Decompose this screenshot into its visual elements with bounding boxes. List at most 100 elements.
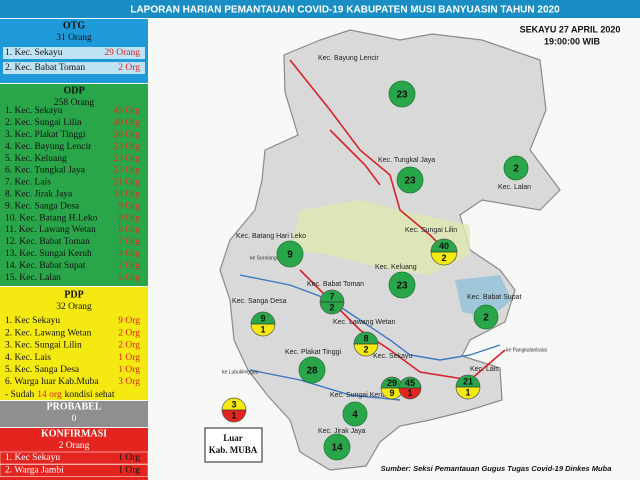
row-label: 4. Kec. Lais — [5, 353, 51, 363]
row-bg — [3, 47, 145, 59]
district-label: Kec. Lawang Wetan — [333, 319, 396, 326]
row-label: 6. Kec. Tungkal Jaya — [5, 166, 86, 176]
row-label: 14. Kec. Babat Supat — [5, 261, 86, 271]
marker-bottom — [222, 410, 246, 422]
row-label: 2. Warga Jambi — [5, 466, 64, 476]
row-label: 4. Kec. Bayung Lencir — [5, 142, 92, 152]
forest-area — [290, 200, 470, 275]
row-label: 15. Kec. Lalan — [5, 273, 61, 283]
panel-total: 0 — [72, 414, 77, 424]
panel-title: OTG — [63, 20, 85, 31]
marker-count: 29 — [387, 378, 397, 388]
row-label: 5. Kec. Sanga Desa — [5, 365, 80, 375]
row-label: 10. Kec. Batang H.Leko — [5, 213, 98, 223]
row-value: 23 Org — [114, 154, 141, 164]
row-value: 29 Orang — [104, 48, 140, 58]
marker-count: 8 — [363, 333, 368, 343]
title: LAPORAN HARIAN PEMANTAUAN COVID-19 KABUP… — [130, 5, 560, 16]
row-label: 2. Kec. Lawang Wetan — [5, 328, 92, 338]
marker-count: 28 — [306, 366, 318, 377]
row-value: 1 Org — [118, 365, 140, 375]
row-value: 9 Org — [118, 316, 140, 326]
row-label: 1. Kec Sekayu — [5, 453, 60, 463]
row-value: 2 Org — [118, 341, 140, 351]
row-value: 1 Org — [118, 466, 140, 476]
marker-bottom — [354, 344, 378, 356]
title-bar — [0, 0, 640, 18]
district-label: Kec. Lalan — [498, 184, 531, 191]
row-value: 45 Org — [114, 106, 141, 116]
district-label: Kec. Babat Toman — [307, 281, 364, 288]
panel — [0, 84, 148, 286]
row-value: 8 Org — [118, 225, 140, 235]
row-value: 2 Org — [118, 63, 140, 73]
panel-title: KONFIRMASI — [41, 428, 107, 439]
row-label: 6. Warga luar Kab.Muba — [5, 377, 99, 387]
row-label: 11. Kec. Lawang Wetan — [5, 225, 96, 235]
count-marker — [473, 304, 499, 330]
marker-bottom — [431, 252, 457, 265]
district-label: Kec. Bayung Lencir — [318, 55, 379, 62]
marker-count: 1 — [465, 387, 470, 397]
marker-top — [222, 398, 246, 410]
panel-total: 32 Orang — [56, 302, 92, 312]
district-label: Kec. Jirak Jaya — [318, 428, 366, 435]
row-value: 3 Org — [118, 377, 140, 387]
row-value: 2 Org — [118, 261, 140, 271]
marker-count: 23 — [396, 90, 408, 101]
marker-count: 9 — [287, 250, 293, 261]
count-marker — [276, 240, 304, 268]
marker-bottom — [251, 324, 275, 336]
marker-count: 3 — [231, 399, 236, 409]
row-label: 12. Kec. Babat Toman — [5, 237, 90, 247]
marker-count: 4 — [352, 410, 358, 421]
marker-bottom — [399, 388, 421, 399]
row-value: 28 Org — [114, 130, 141, 140]
time: 19:00:00 WIB — [544, 36, 601, 46]
marker-count: 21 — [463, 376, 473, 386]
marker-top — [431, 239, 457, 252]
panel-title: PDP — [64, 289, 83, 300]
district-label: Kec. Sungai Lilin — [405, 227, 457, 234]
date: SEKAYU 27 APRIL 2020 — [520, 24, 621, 34]
row-bg — [0, 464, 149, 477]
panel-title: PROBABEL — [46, 401, 101, 412]
row-value: 2 Org — [118, 328, 140, 338]
marker-top — [251, 312, 275, 324]
rivers — [239, 274, 501, 401]
count-marker — [323, 433, 351, 461]
panel-total: 31 Orang — [56, 33, 92, 43]
row-label: 7. Kec. Lais — [5, 178, 51, 188]
road-label: ke Pangkalanbalai — [506, 347, 547, 353]
row-label: 9. Kec. Sanga Desa — [5, 201, 80, 211]
row-bg — [3, 62, 145, 74]
count-marker — [388, 80, 416, 108]
note-part: 14 org — [37, 390, 62, 400]
marker-top — [399, 377, 421, 388]
marker-count: 1 — [407, 388, 412, 398]
marker-count: 7 — [329, 291, 334, 301]
row-label: 1. Kec. Sekayu — [5, 48, 63, 58]
marker-count: 2 — [513, 164, 519, 175]
note-part: kondisi sehat — [65, 390, 115, 400]
district-label: Kec. Batang Hari Leko — [236, 233, 306, 240]
marker-count: 2 — [441, 253, 446, 263]
row-label: 1. Kec. Sekayu — [5, 106, 63, 116]
marker-count: 40 — [439, 241, 449, 251]
marker-count: 1 — [260, 324, 265, 334]
panel — [0, 287, 148, 400]
row-value: 9 Org — [118, 213, 140, 223]
count-marker — [388, 271, 416, 299]
source: Sumber: Seksi Pemantauan Gugus Tugas Cov… — [381, 464, 612, 473]
district-label: Kec. Sanga Desa — [232, 298, 287, 305]
marker-count: 2 — [329, 302, 334, 312]
row-value: 21 Org — [114, 178, 141, 188]
note-part: - Sudah — [5, 390, 35, 400]
marker-count: 23 — [396, 281, 408, 292]
legend-label: Luar — [223, 433, 243, 443]
row-label: 2. Kec. Sungai Lilin — [5, 118, 82, 128]
road-label: ke Sorolangun — [250, 255, 282, 261]
row-value: 9 Org — [118, 201, 140, 211]
district-label: Kec. Sekayu — [373, 353, 412, 360]
